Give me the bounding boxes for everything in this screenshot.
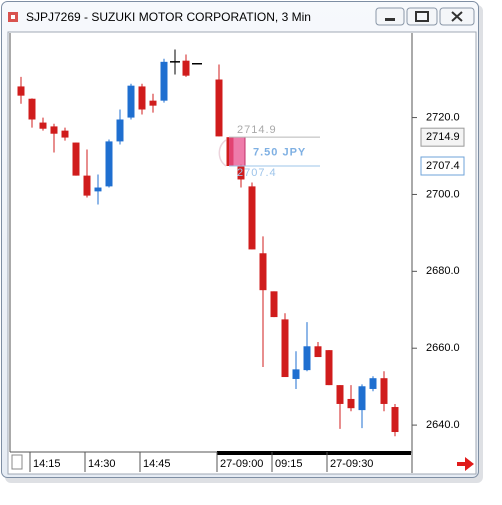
candle-body	[281, 319, 289, 378]
candle-body	[270, 291, 278, 318]
x-tick-label: 14:45	[143, 458, 171, 470]
candle-body	[17, 86, 25, 96]
candle-body	[358, 386, 366, 411]
candle-body	[336, 385, 344, 404]
price-marker-to-label: 2707.4	[426, 160, 460, 172]
x-tick-label: 27-09:00	[220, 458, 263, 470]
candle-body	[105, 141, 113, 187]
candle-body	[380, 378, 388, 404]
x-tick-label: 14:15	[33, 458, 61, 470]
candle-body	[248, 186, 256, 250]
y-tick-label: 2640.0	[426, 419, 460, 431]
measure-change-label: 7.50 JPY	[253, 146, 306, 158]
candle-body	[39, 122, 47, 129]
close-button[interactable]	[439, 7, 475, 26]
candle-body	[72, 142, 80, 176]
candle-body	[28, 98, 36, 120]
candle-body	[61, 130, 69, 138]
candle-body	[292, 369, 300, 379]
candle-body	[94, 187, 102, 192]
candle-body	[314, 346, 322, 358]
y-tick-label: 2680.0	[426, 265, 460, 277]
scroll-box[interactable]	[11, 454, 23, 470]
session-bar	[217, 451, 411, 455]
candle-body	[237, 166, 245, 180]
price-marker-to	[420, 156, 465, 176]
window-title: SJPJ7269 - SUZUKI MOTOR CORPORATION, 3 M…	[26, 10, 311, 24]
candle-body	[347, 398, 355, 409]
candle-body	[369, 378, 377, 389]
candle-body	[149, 100, 157, 106]
y-tick-label: 2720.0	[426, 111, 460, 123]
x-tick-label: 27-09:30	[330, 458, 373, 470]
x-tick-label: 14:30	[88, 458, 116, 470]
candle-body	[116, 119, 124, 142]
x-tick-label: 09:15	[275, 458, 303, 470]
candle-body	[215, 79, 223, 137]
candle-body	[182, 60, 190, 76]
maximize-button[interactable]	[406, 7, 438, 26]
candle-body	[303, 346, 311, 371]
app-icon-inner	[11, 15, 15, 19]
magnifier-arc	[218, 139, 227, 167]
candle-body	[83, 175, 91, 196]
price-marker-from-label: 2714.9	[426, 131, 460, 143]
price-marker-from	[420, 127, 465, 147]
candle-body	[160, 61, 168, 101]
candle-body	[127, 85, 135, 118]
y-tick-label: 2660.0	[426, 342, 460, 354]
y-tick-label: 2700.0	[426, 188, 460, 200]
scroll-right-arrow[interactable]	[457, 457, 474, 471]
candle-body	[138, 86, 146, 110]
measure-highlight	[229, 137, 245, 167]
chart-area	[7, 31, 477, 475]
candle-body	[50, 126, 58, 134]
candle-body	[391, 407, 399, 433]
measure-from-label: 2714.9	[237, 124, 277, 136]
candle-body	[325, 350, 333, 386]
candle-body	[259, 253, 267, 291]
minimize-button[interactable]	[375, 7, 405, 26]
measure-to-label: 2707.4	[237, 167, 277, 179]
